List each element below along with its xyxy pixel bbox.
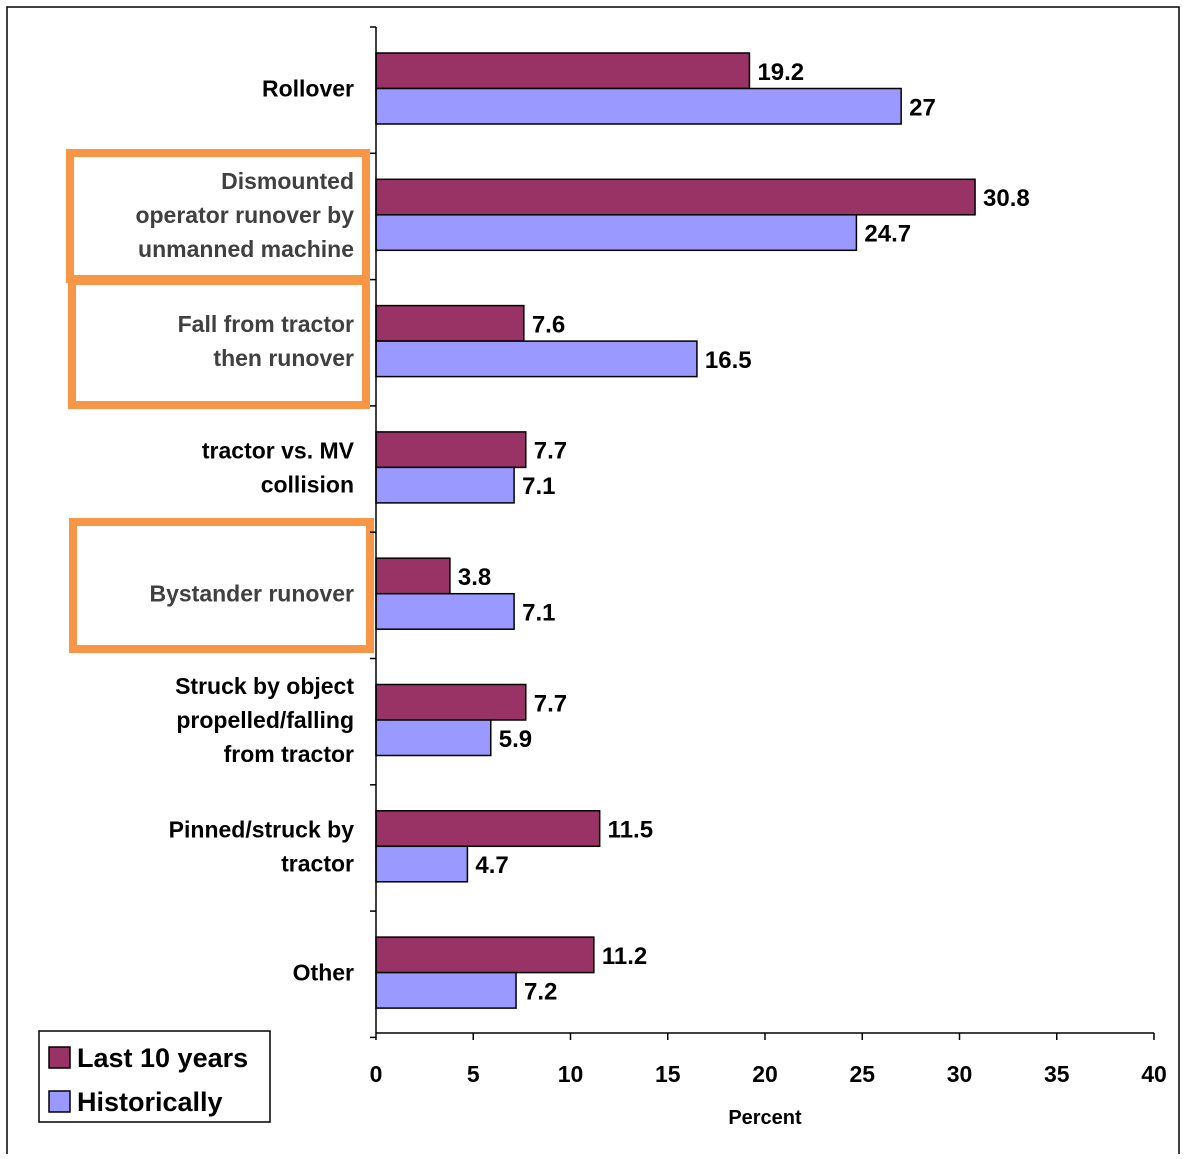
x-tick-label: 40	[1141, 1061, 1167, 1087]
category-label-line: tractor	[281, 850, 354, 876]
x-tick-label: 15	[655, 1061, 681, 1087]
bar-last-10-years	[375, 557, 451, 595]
x-tick-label: 25	[849, 1061, 875, 1087]
x-tick-label: 20	[752, 1061, 778, 1087]
category-label-line: from tractor	[224, 741, 354, 767]
x-tick-label: 35	[1044, 1061, 1070, 1087]
x-tick-label: 0	[370, 1061, 383, 1087]
bar-historically	[375, 466, 515, 504]
category-label: Dismounted operator runover by unmanned ma…	[135, 168, 354, 262]
data-label: 7.2	[524, 978, 557, 1005]
bar-historically	[375, 719, 492, 757]
bars	[375, 52, 976, 1009]
data-label: 30.8	[983, 185, 1030, 212]
bar-last-10-years	[375, 52, 751, 90]
bar-last-10-years	[375, 304, 525, 342]
bar-historically	[375, 592, 515, 630]
category-label: Pinned/struck by tractor	[169, 816, 355, 876]
category-label-line: Struck by object	[175, 673, 354, 699]
category-label-line: Bystander runover	[149, 581, 354, 607]
highlight-box	[68, 277, 370, 409]
data-label: 5.9	[499, 726, 532, 753]
data-label: 16.5	[705, 347, 752, 374]
bar-historically	[375, 340, 698, 378]
highlight-boxes	[66, 149, 374, 653]
bar-historically	[375, 971, 517, 1009]
category-label-line: Fall from tractor	[178, 311, 354, 337]
data-label: 24.7	[864, 221, 911, 248]
bar-last-10-years	[375, 810, 601, 848]
data-label: 3.8	[458, 564, 491, 591]
bar-last-10-years	[375, 683, 527, 721]
data-label: 7.6	[532, 311, 565, 338]
category-label-line: propelled/falling	[176, 707, 354, 733]
labels: 19.2 27 Rollover 30.8 24.7 Dismounted operator…	[135, 59, 1029, 1006]
legend-label: Last 10 years	[77, 1043, 248, 1073]
bar-last-10-years	[375, 431, 527, 469]
data-label: 4.7	[475, 852, 508, 879]
data-label: 11.5	[608, 817, 653, 844]
data-label: 7.7	[534, 438, 567, 465]
axes: 0 5 10 15 20 25 30 35 40 Percent	[370, 26, 1167, 1129]
category-label-line: then runover	[213, 345, 354, 371]
category-label: Other	[293, 960, 354, 986]
legend: Last 10 years Historically	[38, 1030, 271, 1123]
category-label: Rollover	[262, 76, 354, 102]
data-label: 27	[909, 94, 936, 121]
category-label-line: Rollover	[262, 76, 354, 102]
category-label: Struck by object propelled/falling from tr…	[175, 673, 354, 767]
bar-historically	[375, 87, 902, 125]
category-label: Fall from tractor then runover	[178, 311, 354, 371]
data-label: 7.7	[534, 690, 567, 717]
category-label: Bystander runover	[149, 581, 354, 607]
legend-box	[38, 1030, 271, 1123]
category-label: tractor vs. MV collision	[202, 437, 355, 497]
data-label: 11.2	[602, 943, 647, 970]
category-label-line: Pinned/struck by	[169, 816, 355, 842]
category-label-line: tractor vs. MV	[202, 437, 355, 463]
legend-swatch	[48, 1046, 71, 1069]
data-label: 7.1	[522, 599, 555, 626]
bar-historically	[375, 214, 858, 252]
x-tick-label: 5	[467, 1061, 480, 1087]
data-label: 7.1	[522, 473, 555, 500]
data-label: 19.2	[757, 59, 804, 86]
x-tick-label: 30	[947, 1061, 973, 1087]
legend-swatch	[48, 1090, 71, 1113]
highlight-box	[69, 518, 374, 653]
legend-label: Historically	[77, 1087, 223, 1117]
bar-historically	[375, 845, 469, 883]
bar-last-10-years	[375, 936, 595, 974]
bar-last-10-years	[375, 178, 976, 216]
category-label-line: unmanned machine	[138, 236, 354, 262]
category-label-line: Dismounted	[221, 168, 354, 194]
x-tick-label: 10	[558, 1061, 584, 1087]
category-label-line: operator runover by	[135, 202, 354, 228]
category-label-line: Other	[293, 960, 354, 986]
x-axis-label: Percent	[728, 1107, 802, 1129]
category-label-line: collision	[261, 471, 354, 497]
